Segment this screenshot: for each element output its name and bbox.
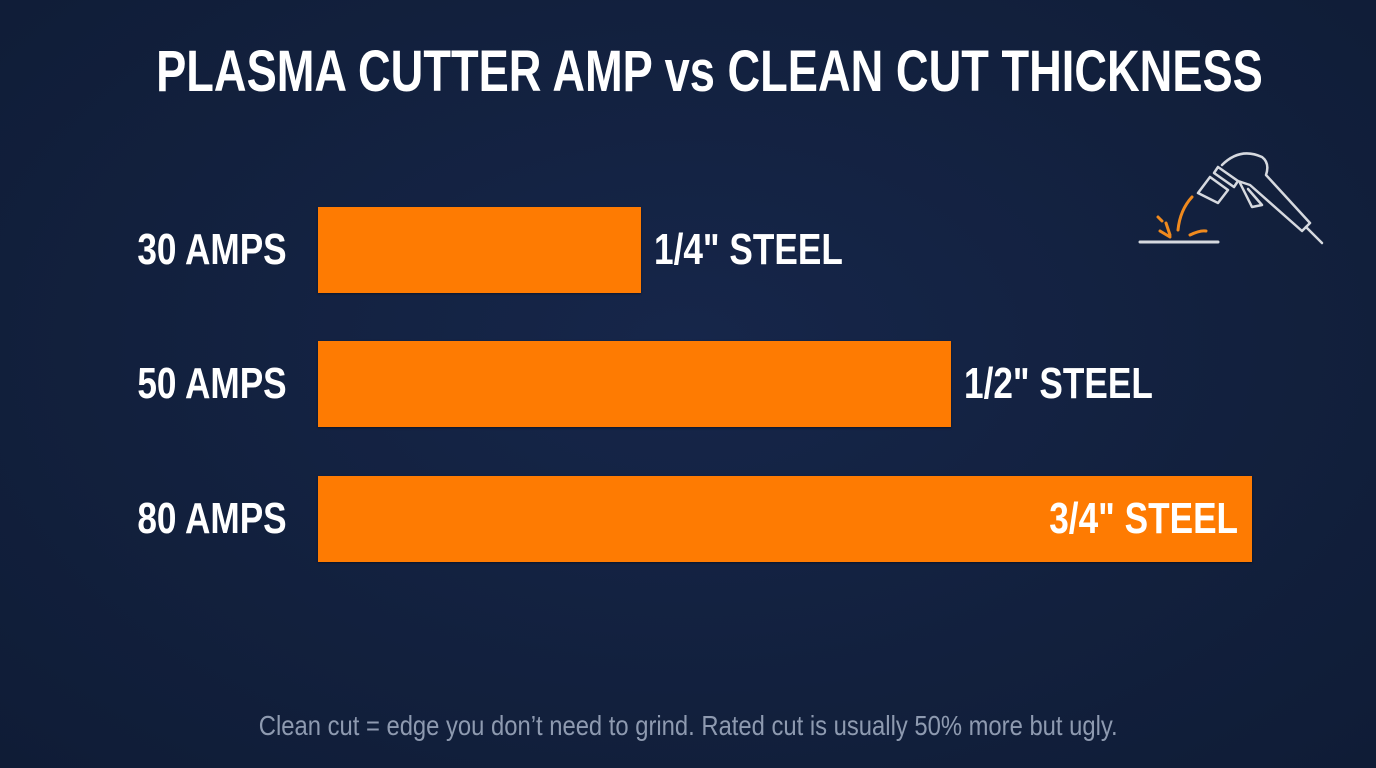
- bar-50-amps: [318, 341, 951, 427]
- value-label-50-amps: 1/2" STEEL: [964, 359, 1153, 408]
- row-label-30-amps: 30 AMPS: [137, 225, 287, 274]
- chart-title: PLASMA CUTTER AMP vs CLEAN CUT THICKNESS: [156, 39, 1263, 104]
- bar-80-amps: [318, 476, 1252, 562]
- bar-30-amps: [318, 207, 641, 293]
- plasma-torch-icon: [1138, 152, 1324, 245]
- footnote: Clean cut = edge you don’t need to grind…: [258, 710, 1118, 741]
- row-label-80-amps: 80 AMPS: [137, 494, 287, 543]
- value-label-80-amps: 3/4" STEEL: [1049, 494, 1238, 543]
- value-label-30-amps: 1/4" STEEL: [654, 225, 843, 274]
- row-label-50-amps: 50 AMPS: [137, 359, 287, 408]
